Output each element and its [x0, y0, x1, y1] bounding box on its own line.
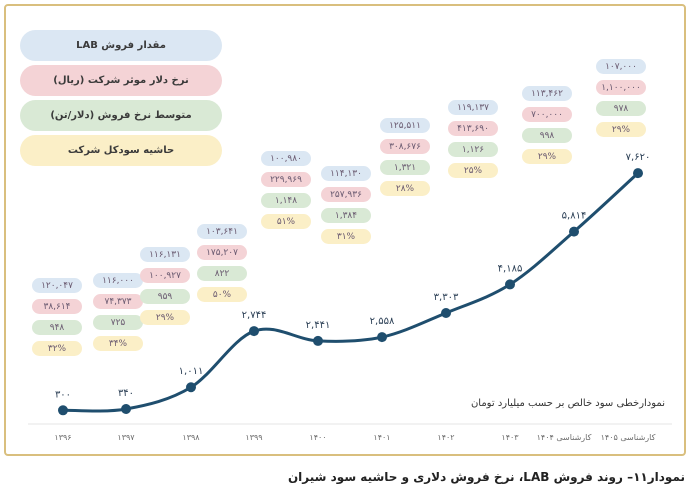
- data-point: [441, 307, 451, 318]
- pill-margin: ۳۴%: [93, 336, 143, 351]
- pill-dollar-rate: ۷۴,۳۷۳: [93, 294, 143, 309]
- data-label: ۳۴۰: [118, 388, 134, 399]
- pill-margin: ۵۰%: [197, 287, 247, 302]
- pill-avg-price: ۹۵۹: [140, 289, 190, 304]
- pill-dollar-rate: ۳۰۸,۶۷۶: [380, 139, 430, 154]
- data-label: ۱,۰۱۱: [179, 366, 204, 377]
- pill-lab-sales: ۱۲۵,۵۱۱: [380, 118, 430, 133]
- x-tick-label: ۱۳۹۹: [245, 433, 262, 442]
- pill-dollar-rate: ۲۵۷,۹۳۶: [321, 187, 371, 202]
- figure-caption: نمودار۱۱– روند فروش LAB، نرخ فروش دلاری …: [287, 470, 685, 484]
- data-point: [377, 332, 387, 343]
- pill-lab-sales: ۱۱۹,۱۳۷: [448, 100, 498, 115]
- series-line: [62, 172, 640, 413]
- pill-dollar-rate: ۴۱۳,۶۹۰: [448, 121, 498, 136]
- pill-avg-price: ۱,۱۲۶: [448, 142, 498, 157]
- x-tick-label: ۱۴۰۰: [309, 433, 326, 442]
- x-tick-label: ۱۴۰۲: [437, 433, 454, 442]
- pill-margin: ۳۱%: [321, 229, 371, 244]
- data-point: [633, 168, 643, 179]
- x-tick-label: کارشناسی ۱۴۰۵: [601, 433, 656, 442]
- pill-dollar-rate: ۷۰۰,۰۰۰: [522, 107, 572, 122]
- pill-margin: ۵۱%: [261, 214, 311, 229]
- x-tick-label: کارشناسی ۱۴۰۴: [537, 433, 592, 442]
- pill-margin: ۲۹%: [596, 122, 646, 137]
- data-point: [186, 382, 196, 393]
- data-label: ۳,۳۰۳: [434, 292, 459, 303]
- pill-margin: ۳۲%: [32, 341, 82, 356]
- chart-title: نمودارخطی سود خالص بر حسب میلیارد تومان: [470, 398, 665, 409]
- pill-lab-sales: ۱۱۳,۴۶۲: [522, 86, 572, 101]
- x-tick-label: ۱۳۹۷: [117, 433, 135, 442]
- legend-item-dollar-rate: نرخ دلار موثر شرکت (ریال): [20, 65, 222, 96]
- pill-lab-sales: ۱۱۴,۱۳۰: [321, 166, 371, 181]
- data-label: ۵,۸۱۴: [562, 211, 587, 222]
- data-point: [249, 326, 259, 337]
- x-tick-label: ۱۳۹۸: [182, 433, 200, 442]
- pill-lab-sales: ۱۲۰,۰۴۷: [32, 278, 82, 293]
- pill-avg-price: ۹۹۸: [522, 128, 572, 143]
- pill-lab-sales: ۱۰۳,۶۴۱: [197, 224, 247, 239]
- pill-avg-price: ۸۲۲: [197, 266, 247, 281]
- pill-margin: ۲۵%: [448, 163, 498, 178]
- data-label: ۴,۱۸۵: [498, 263, 523, 274]
- pill-dollar-rate: ۱۰۰,۹۲۷: [140, 268, 190, 283]
- pill-margin: ۲۸%: [380, 181, 430, 196]
- legend-item-lab-sales: مقدار فروش LAB: [20, 30, 222, 61]
- x-tick-label: ۱۴۰۱: [373, 433, 390, 442]
- pill-margin: ۲۹%: [140, 310, 190, 325]
- pill-avg-price: ۹۷۸: [596, 101, 646, 116]
- data-point: [121, 403, 131, 414]
- x-tick-label: ۱۴۰۳: [501, 433, 519, 442]
- pill-lab-sales: ۱۰۷,۰۰۰: [596, 59, 646, 74]
- data-label: ۳۰۰: [55, 389, 71, 400]
- pill-margin: ۲۹%: [522, 149, 572, 164]
- data-label: ۲,۷۴۴: [242, 310, 267, 321]
- pill-dollar-rate: ۱,۱۰۰,۰۰۰: [596, 80, 646, 95]
- pill-avg-price: ۱,۳۲۱: [380, 160, 430, 175]
- legend-item-avg-price: متوسط نرخ فروش (دلار/تن): [20, 100, 222, 131]
- data-label: ۲,۴۴۱: [306, 320, 331, 331]
- pill-avg-price: ۱,۱۴۸: [261, 193, 311, 208]
- pill-dollar-rate: ۲۲۹,۹۶۹: [261, 172, 311, 187]
- pill-avg-price: ۹۴۸: [32, 320, 82, 335]
- data-label: ۲,۵۵۸: [370, 316, 395, 327]
- legend-item-margin: حاشیه سودکل شرکت: [20, 135, 222, 166]
- pill-avg-price: ۷۲۵: [93, 315, 143, 330]
- data-point: [569, 226, 579, 237]
- data-label: ۷,۶۲۰: [626, 152, 651, 163]
- pill-dollar-rate: ۳۸,۶۱۴: [32, 299, 82, 314]
- pill-lab-sales: ۱۱۶,۰۰۰: [93, 273, 143, 288]
- x-tick-label: ۱۳۹۶: [54, 433, 71, 442]
- data-point: [505, 279, 515, 290]
- pill-dollar-rate: ۱۷۵,۲۰۷: [197, 245, 247, 260]
- pill-avg-price: ۱,۳۸۴: [321, 208, 371, 223]
- pill-lab-sales: ۱۱۶,۱۳۱: [140, 247, 190, 262]
- data-point: [313, 335, 323, 346]
- data-point: [58, 405, 68, 416]
- pill-lab-sales: ۱۰۰,۹۸۰: [261, 151, 311, 166]
